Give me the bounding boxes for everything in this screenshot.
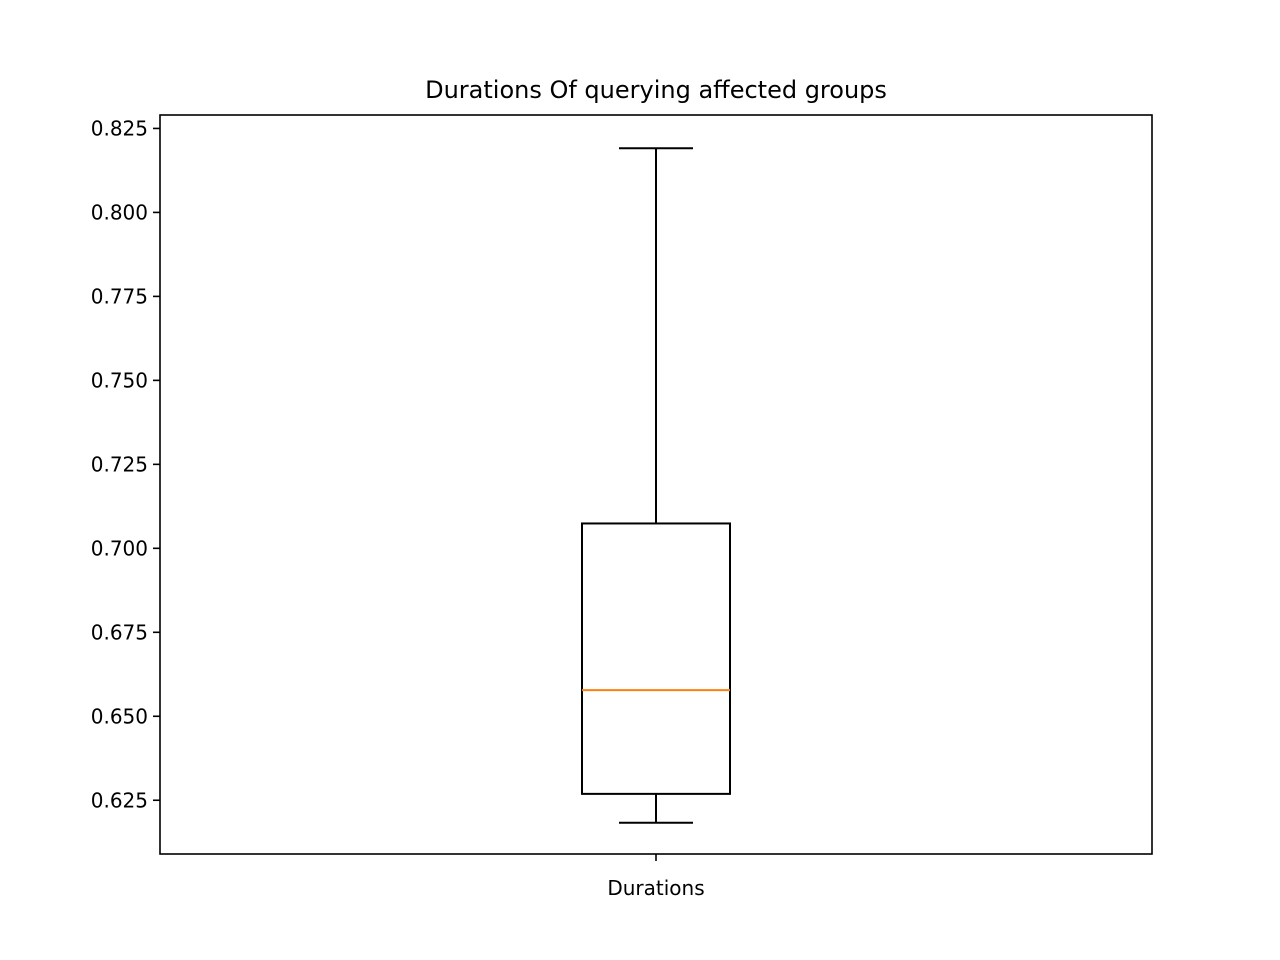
box-series — [581, 147, 731, 824]
plot-area-frame — [159, 114, 1153, 855]
y-tick-label: 0.750 — [91, 368, 148, 392]
iqr-box — [581, 522, 731, 795]
y-tick-label: 0.725 — [91, 452, 148, 476]
x-tick-label: Durations — [607, 876, 704, 900]
y-tick-label: 0.675 — [91, 620, 148, 644]
chart-title: Durations Of querying affected groups — [425, 76, 887, 104]
y-tick-label: 0.775 — [91, 284, 148, 308]
y-tick-label: 0.825 — [91, 116, 148, 140]
y-tick-label: 0.800 — [91, 200, 148, 224]
y-tick-label: 0.625 — [91, 788, 148, 812]
y-axis-ticks: 0.625 0.650 0.675 0.700 0.725 0.750 0.775 0.800… — [91, 116, 160, 812]
y-tick-label: 0.700 — [91, 536, 148, 560]
y-tick-label: 0.650 — [91, 704, 148, 728]
x-axis-ticks: Durations — [607, 854, 705, 900]
